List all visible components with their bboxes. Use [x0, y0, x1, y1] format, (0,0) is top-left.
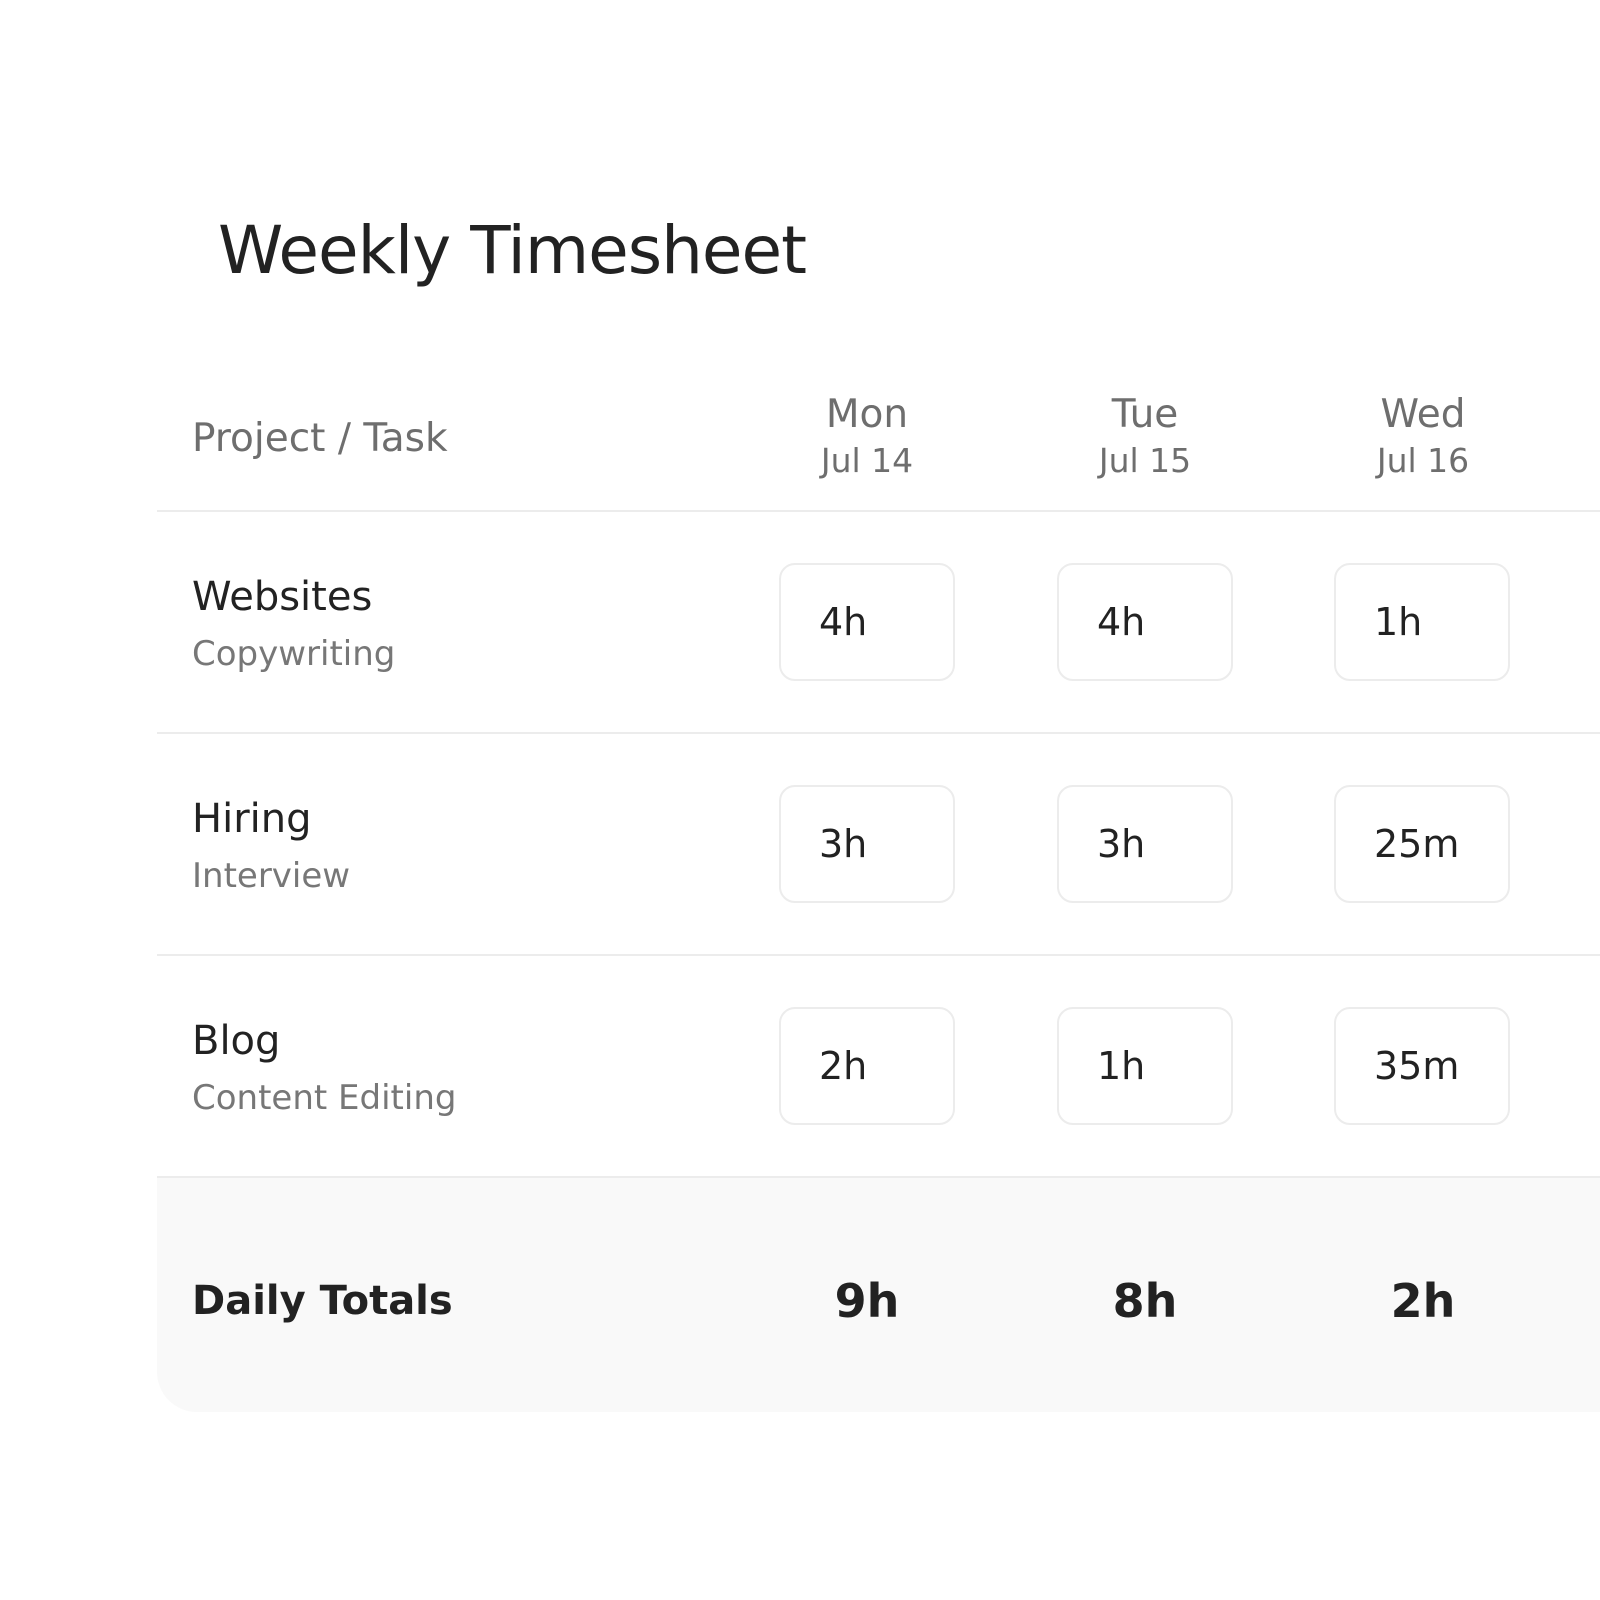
table-row: Websites Copywriting 4h 4h 1h: [157, 512, 1600, 734]
hours-input[interactable]: 3h: [779, 785, 955, 903]
day-name: Mon: [825, 392, 909, 437]
hours-input[interactable]: 4h: [779, 563, 955, 681]
hours-input[interactable]: 25m: [1334, 785, 1510, 903]
hours-input[interactable]: 1h: [1057, 1007, 1233, 1125]
column-header-project-task: Project / Task: [192, 416, 448, 461]
hours-input[interactable]: 1h: [1334, 563, 1510, 681]
day-date: Jul 16: [1376, 441, 1470, 480]
project-name: Hiring: [192, 796, 312, 842]
table-row: Hiring Interview 3h 3h 25m: [157, 734, 1600, 956]
column-header-tue: Tue Jul 15: [1045, 392, 1245, 480]
daily-total: 8h: [1112, 1274, 1178, 1328]
hours-input[interactable]: 3h: [1057, 785, 1233, 903]
day-name: Tue: [1111, 392, 1179, 437]
day-date: Jul 15: [1098, 441, 1192, 480]
project-name: Websites: [192, 574, 373, 620]
daily-total: 9h: [834, 1274, 900, 1328]
daily-total: 2h: [1390, 1274, 1456, 1328]
timesheet-table: Project / Task Mon Jul 14 Tue Jul 15 Wed…: [157, 380, 1600, 1412]
column-header-wed: Wed Jul 16: [1323, 392, 1523, 480]
table-header: Project / Task Mon Jul 14 Tue Jul 15 Wed…: [157, 380, 1600, 512]
task-name: Content Editing: [192, 1078, 457, 1118]
hours-input[interactable]: 4h: [1057, 563, 1233, 681]
daily-totals-label: Daily Totals: [192, 1278, 453, 1324]
task-name: Interview: [192, 856, 351, 896]
hours-input[interactable]: 2h: [779, 1007, 955, 1125]
daily-totals-row: Daily Totals 9h 8h 2h: [157, 1178, 1600, 1412]
table-row: Blog Content Editing 2h 1h 35m: [157, 956, 1600, 1178]
project-name: Blog: [192, 1018, 281, 1064]
page-title: Weekly Timesheet: [218, 212, 807, 289]
day-name: Wed: [1380, 392, 1466, 437]
day-date: Jul 14: [820, 441, 914, 480]
task-name: Copywriting: [192, 634, 396, 674]
column-header-mon: Mon Jul 14: [767, 392, 967, 480]
hours-input[interactable]: 35m: [1334, 1007, 1510, 1125]
